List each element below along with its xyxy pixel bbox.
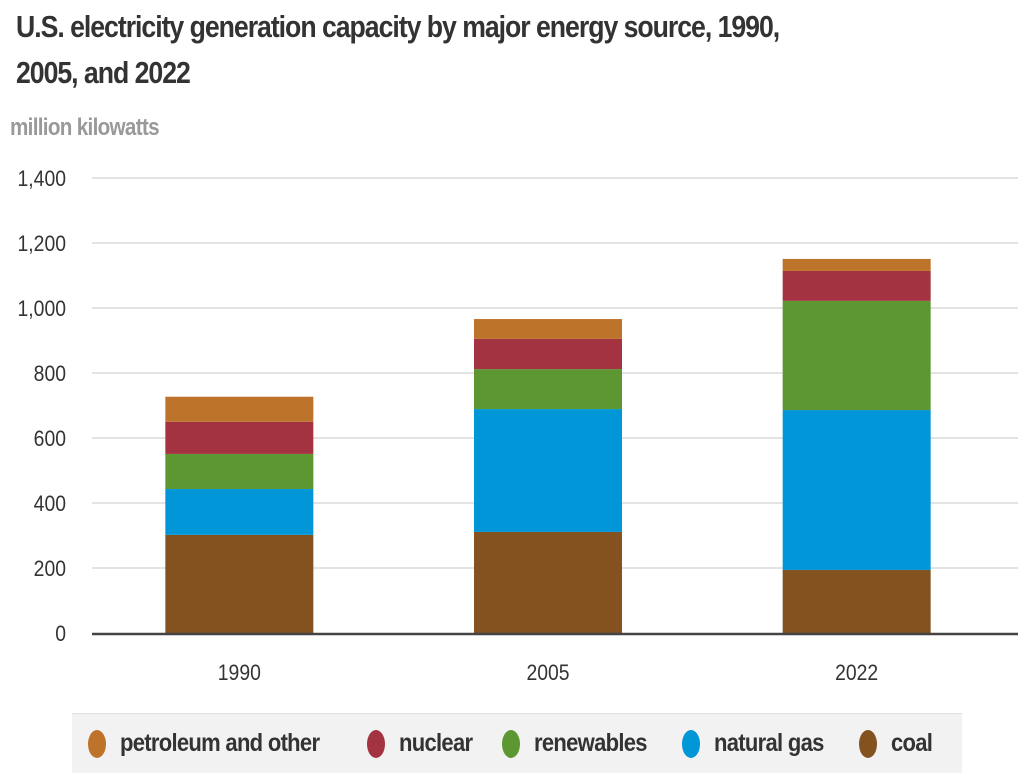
x-axis-tick-labels: 1990 2005 2022 [218, 661, 878, 685]
legend-label: coal [890, 729, 933, 757]
legend-swatch-icon [366, 729, 385, 758]
y-tick-label: 1,200 [18, 232, 66, 256]
bar-segment-nuclear-2005 [474, 338, 622, 370]
y-tick-label: 400 [34, 492, 66, 516]
stacked-bar-chart: 0 200 400 600 800 1,000 1,200 1,400 1990 2005 202… [18, 167, 1018, 685]
bar-segment-petroleum-and-other-2022 [782, 258, 931, 271]
y-axis-tick-labels: 0 200 400 600 800 1,000 1,200 1,400 [18, 167, 66, 646]
legend-swatch-icon [501, 729, 520, 758]
chart-title: U.S. electricity generation capacity by … [16, 4, 859, 96]
chart-title-line-2: 2005, and 2022 [16, 55, 191, 90]
bar-stack-2005 [474, 319, 622, 633]
legend-label: nuclear [398, 729, 473, 757]
bar-stack-2022 [782, 258, 931, 633]
legend-label: petroleum and other [120, 729, 320, 757]
legend-item-renewables[interactable]: renewables [501, 729, 648, 758]
legend-item-coal[interactable]: coal [858, 729, 933, 758]
bar-segment-natural-gas-2005 [474, 409, 622, 532]
bar-segment-coal-2022 [782, 569, 931, 633]
y-tick-label: 0 [55, 622, 66, 646]
bar-segment-nuclear-2022 [782, 270, 931, 301]
legend-item-natural-gas[interactable]: natural gas [682, 729, 825, 758]
chart-title-line-1: U.S. electricity generation capacity by … [16, 9, 780, 44]
legend: petroleum and other nuclear renewables natu… [72, 713, 962, 773]
legend-swatch-icon [88, 729, 106, 758]
bar-segment-renewables-2005 [474, 369, 622, 410]
bar-segment-renewables-2022 [782, 300, 931, 411]
y-tick-label: 1,400 [18, 167, 66, 191]
legend-label: natural gas [714, 729, 824, 757]
bar-stack-1990 [165, 396, 314, 633]
y-tick-label: 200 [34, 557, 66, 581]
bar-segment-natural-gas-1990 [165, 489, 314, 535]
y-tick-label: 600 [34, 427, 66, 451]
bar-segment-renewables-1990 [165, 453, 314, 490]
bars [165, 258, 931, 633]
bar-segment-coal-2005 [474, 531, 622, 633]
legend-item-petroleum-and-other[interactable]: petroleum and other [88, 729, 333, 758]
legend-swatch-icon [682, 729, 701, 758]
bar-segment-petroleum-and-other-2005 [474, 319, 622, 339]
legend-label: renewables [533, 729, 648, 757]
y-axis-unit-label: million kilowatts [10, 114, 160, 141]
bar-segment-nuclear-1990 [165, 421, 314, 454]
y-tick-label: 1,000 [18, 297, 66, 321]
bar-segment-natural-gas-2022 [782, 410, 931, 570]
y-tick-label: 800 [34, 362, 66, 386]
bar-segment-petroleum-and-other-1990 [165, 396, 314, 422]
legend-swatch-icon [858, 729, 877, 758]
x-tick-label: 2005 [526, 661, 569, 685]
bar-segment-coal-1990 [165, 534, 314, 633]
x-tick-label: 2022 [835, 661, 878, 685]
x-tick-label: 1990 [218, 661, 261, 685]
legend-item-nuclear[interactable]: nuclear [366, 729, 473, 758]
